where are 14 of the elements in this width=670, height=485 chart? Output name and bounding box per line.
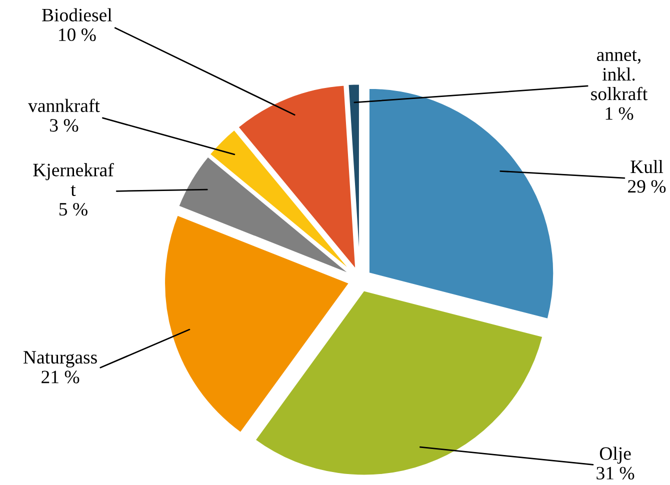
data-label: 10 %	[59, 28, 96, 42]
data-label: 5 %	[60, 202, 88, 216]
slice-label: annet, inkl. solkraft	[591, 50, 648, 100]
slice-label: Naturgass	[24, 351, 97, 368]
slice-label: Olje	[600, 446, 631, 464]
slice-label: Kjernekraf t	[33, 162, 114, 196]
slice-label: vannkraft	[28, 98, 100, 112]
data-label: 31 %	[596, 466, 634, 480]
slice-label: Biodiesel	[42, 8, 112, 22]
slice-label: Kull	[630, 160, 664, 174]
data-label: 21 %	[42, 370, 80, 384]
data-label: 3 %	[50, 119, 78, 132]
data-label: 29 %	[628, 180, 666, 193]
data-label: 1 %	[606, 107, 634, 120]
